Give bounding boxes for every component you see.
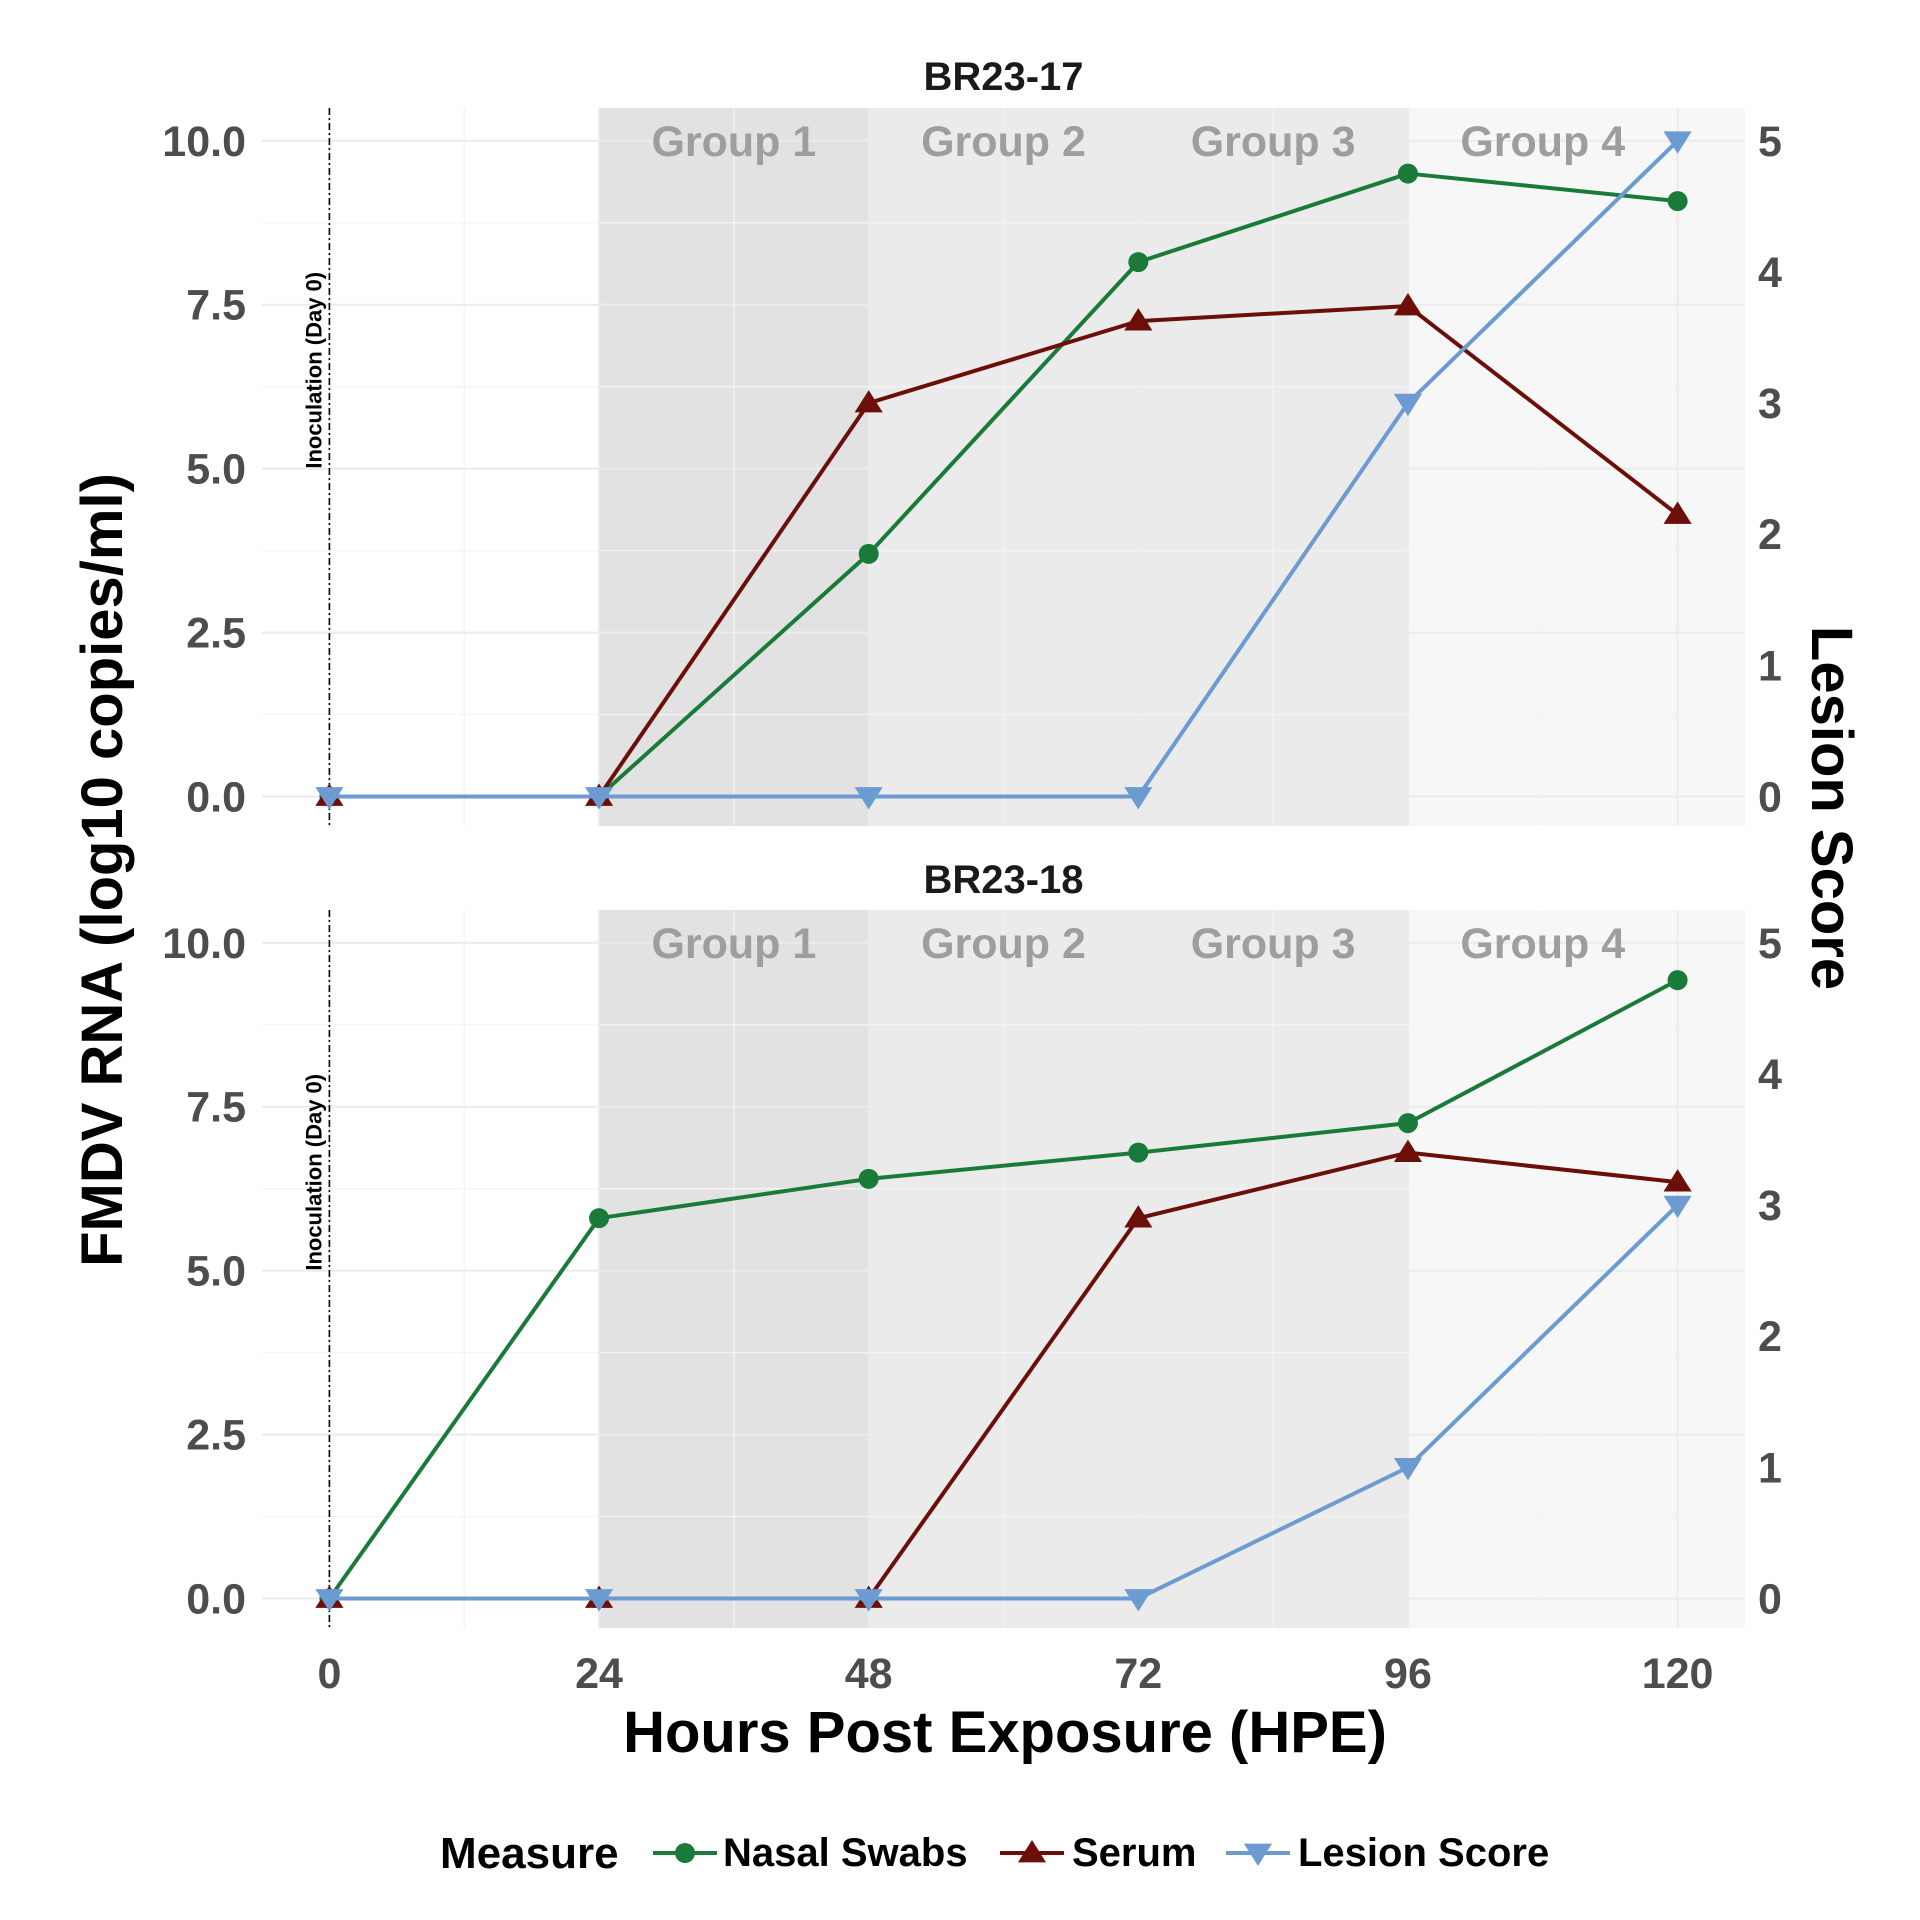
inoculation-label: Inoculation (Day 0) [301,272,326,469]
data-point-nasal-swabs [1667,970,1688,991]
data-point-lesion-score [1663,131,1692,154]
data-point-serum [1393,293,1422,316]
x-tick-label: 48 [845,1650,893,1698]
y-right-tick-label: 0 [1758,1575,1782,1623]
legend-title: Measure [440,1829,619,1878]
data-point-nasal-swabs [1397,1113,1418,1134]
panel-title: BR23-18 [923,858,1083,902]
y-right-tick-label: 1 [1758,1444,1782,1492]
group-label-2: Group 2 [921,920,1086,968]
group-label-3: Group 3 [1191,920,1356,968]
group-band-4 [1407,910,1745,1628]
data-point-lesion-score [1663,1195,1692,1219]
data-point-nasal-swabs [1667,191,1688,212]
x-axis-title: Hours Post Exposure (HPE) [623,1700,1387,1765]
data-point-lesion-score [1393,393,1422,417]
legend-key-marker [675,1843,695,1863]
y-right-tick-label: 1 [1758,642,1782,690]
data-point-lesion-score [315,787,344,810]
legend-item-lesion-score: Lesion Score [1226,1831,1549,1875]
series-lesion-score [315,1195,1692,1612]
series-line-nasal-swabs [327,978,1679,1600]
data-point-serum [1124,1205,1153,1228]
data-point-lesion-score [854,1589,883,1612]
y-tick-label: 5.0 [186,446,246,494]
data-point-lesion-score [585,1589,614,1612]
y-tick-label: 5.0 [186,1248,246,1296]
data-point-serum [1393,1139,1422,1162]
group-label-3: Group 3 [1191,118,1356,166]
legend-key-marker [1243,1843,1273,1866]
legend-items: Nasal Swabs Serum Lesion Score [653,1831,1549,1875]
x-tick-label: 120 [1642,1650,1714,1698]
group-label-1: Group 1 [651,920,816,968]
data-point-lesion-score [315,1589,344,1612]
legend-item-nasal-swabs: Nasal Swabs [653,1831,968,1875]
data-point-nasal-swabs [1128,1142,1149,1163]
y-tick-label: 0.0 [186,773,246,821]
data-point-nasal-swabs [589,1208,610,1229]
y-right-tick-label: 4 [1758,1051,1782,1099]
panel-title: BR23-17 [923,55,1083,99]
group-band-4 [1407,108,1745,826]
y-tick-label: 10.0 [162,118,246,166]
data-point-serum [1663,501,1692,524]
series-lesion-score [315,131,1692,810]
x-tick-label: 72 [1114,1650,1162,1698]
inoculation-label: Inoculation (Day 0) [301,1074,326,1271]
y-axis-right-title: Lesion Score [1799,626,1864,990]
y-tick-label: 0.0 [186,1575,246,1623]
data-point-nasal-swabs [858,1168,879,1189]
series-line-lesion-score [329,139,1679,799]
panels-layer: BR23-17 Group 1 Group 2 Group 3 Group 4 Inocu… [162,55,1782,1698]
y-right-tick-label: 5 [1758,118,1782,166]
group-label-4: Group 4 [1460,920,1625,968]
y-tick-label: 2.5 [186,1412,246,1460]
data-point-lesion-score [854,787,883,810]
y-right-tick-label: 0 [1758,773,1782,821]
x-tick-label: 24 [575,1650,623,1698]
legend-label: Lesion Score [1298,1831,1549,1875]
y-tick-label: 7.5 [186,282,246,330]
legend-key-marker [1017,1840,1047,1863]
y-right-tick-label: 5 [1758,920,1782,968]
y-axis-title: FMDV RNA (log10 copies/ml) [70,473,135,1267]
y-right-tick-label: 2 [1758,1313,1782,1361]
group-label-2: Group 2 [921,118,1086,166]
data-point-nasal-swabs [1397,163,1418,184]
data-point-serum [1663,1169,1692,1192]
data-point-lesion-score [1393,1457,1422,1481]
y-right-tick-label: 2 [1758,511,1782,559]
data-point-nasal-swabs [1128,252,1149,273]
x-tick-label: 0 [317,1650,341,1698]
data-point-nasal-swabs [858,543,879,564]
data-point-lesion-score [585,787,614,810]
data-point-serum [854,390,883,413]
y-right-tick-label: 4 [1758,249,1782,297]
y-right-tick-label: 3 [1758,1182,1782,1230]
y-tick-label: 2.5 [186,610,246,658]
panel-br23-17: BR23-17 Group 1 Group 2 Group 3 Group 4 Inocu… [162,55,1782,826]
panel-br23-18: BR23-18 Group 1 Group 2 Group 3 Group 4 Inocu… [162,858,1782,1628]
legend-label: Nasal Swabs [723,1831,968,1875]
x-axis-ticks: 0 24 48 72 96 120 [317,1650,1713,1698]
group-label-1: Group 1 [651,118,816,166]
legend-label: Serum [1072,1831,1197,1875]
legend: Measure Nasal Swabs Serum Lesion Score [440,1829,1549,1878]
legend-item-serum: Serum [1000,1831,1197,1875]
y-tick-label: 10.0 [162,920,246,968]
y-right-tick-label: 3 [1758,380,1782,428]
data-point-lesion-score [1124,787,1153,810]
series-line-lesion-score [329,1203,1679,1601]
y-tick-label: 7.5 [186,1084,246,1132]
x-tick-label: 96 [1384,1650,1432,1698]
data-point-serum [1124,308,1153,331]
data-point-lesion-score [1124,1589,1153,1612]
group-label-4: Group 4 [1460,118,1625,166]
